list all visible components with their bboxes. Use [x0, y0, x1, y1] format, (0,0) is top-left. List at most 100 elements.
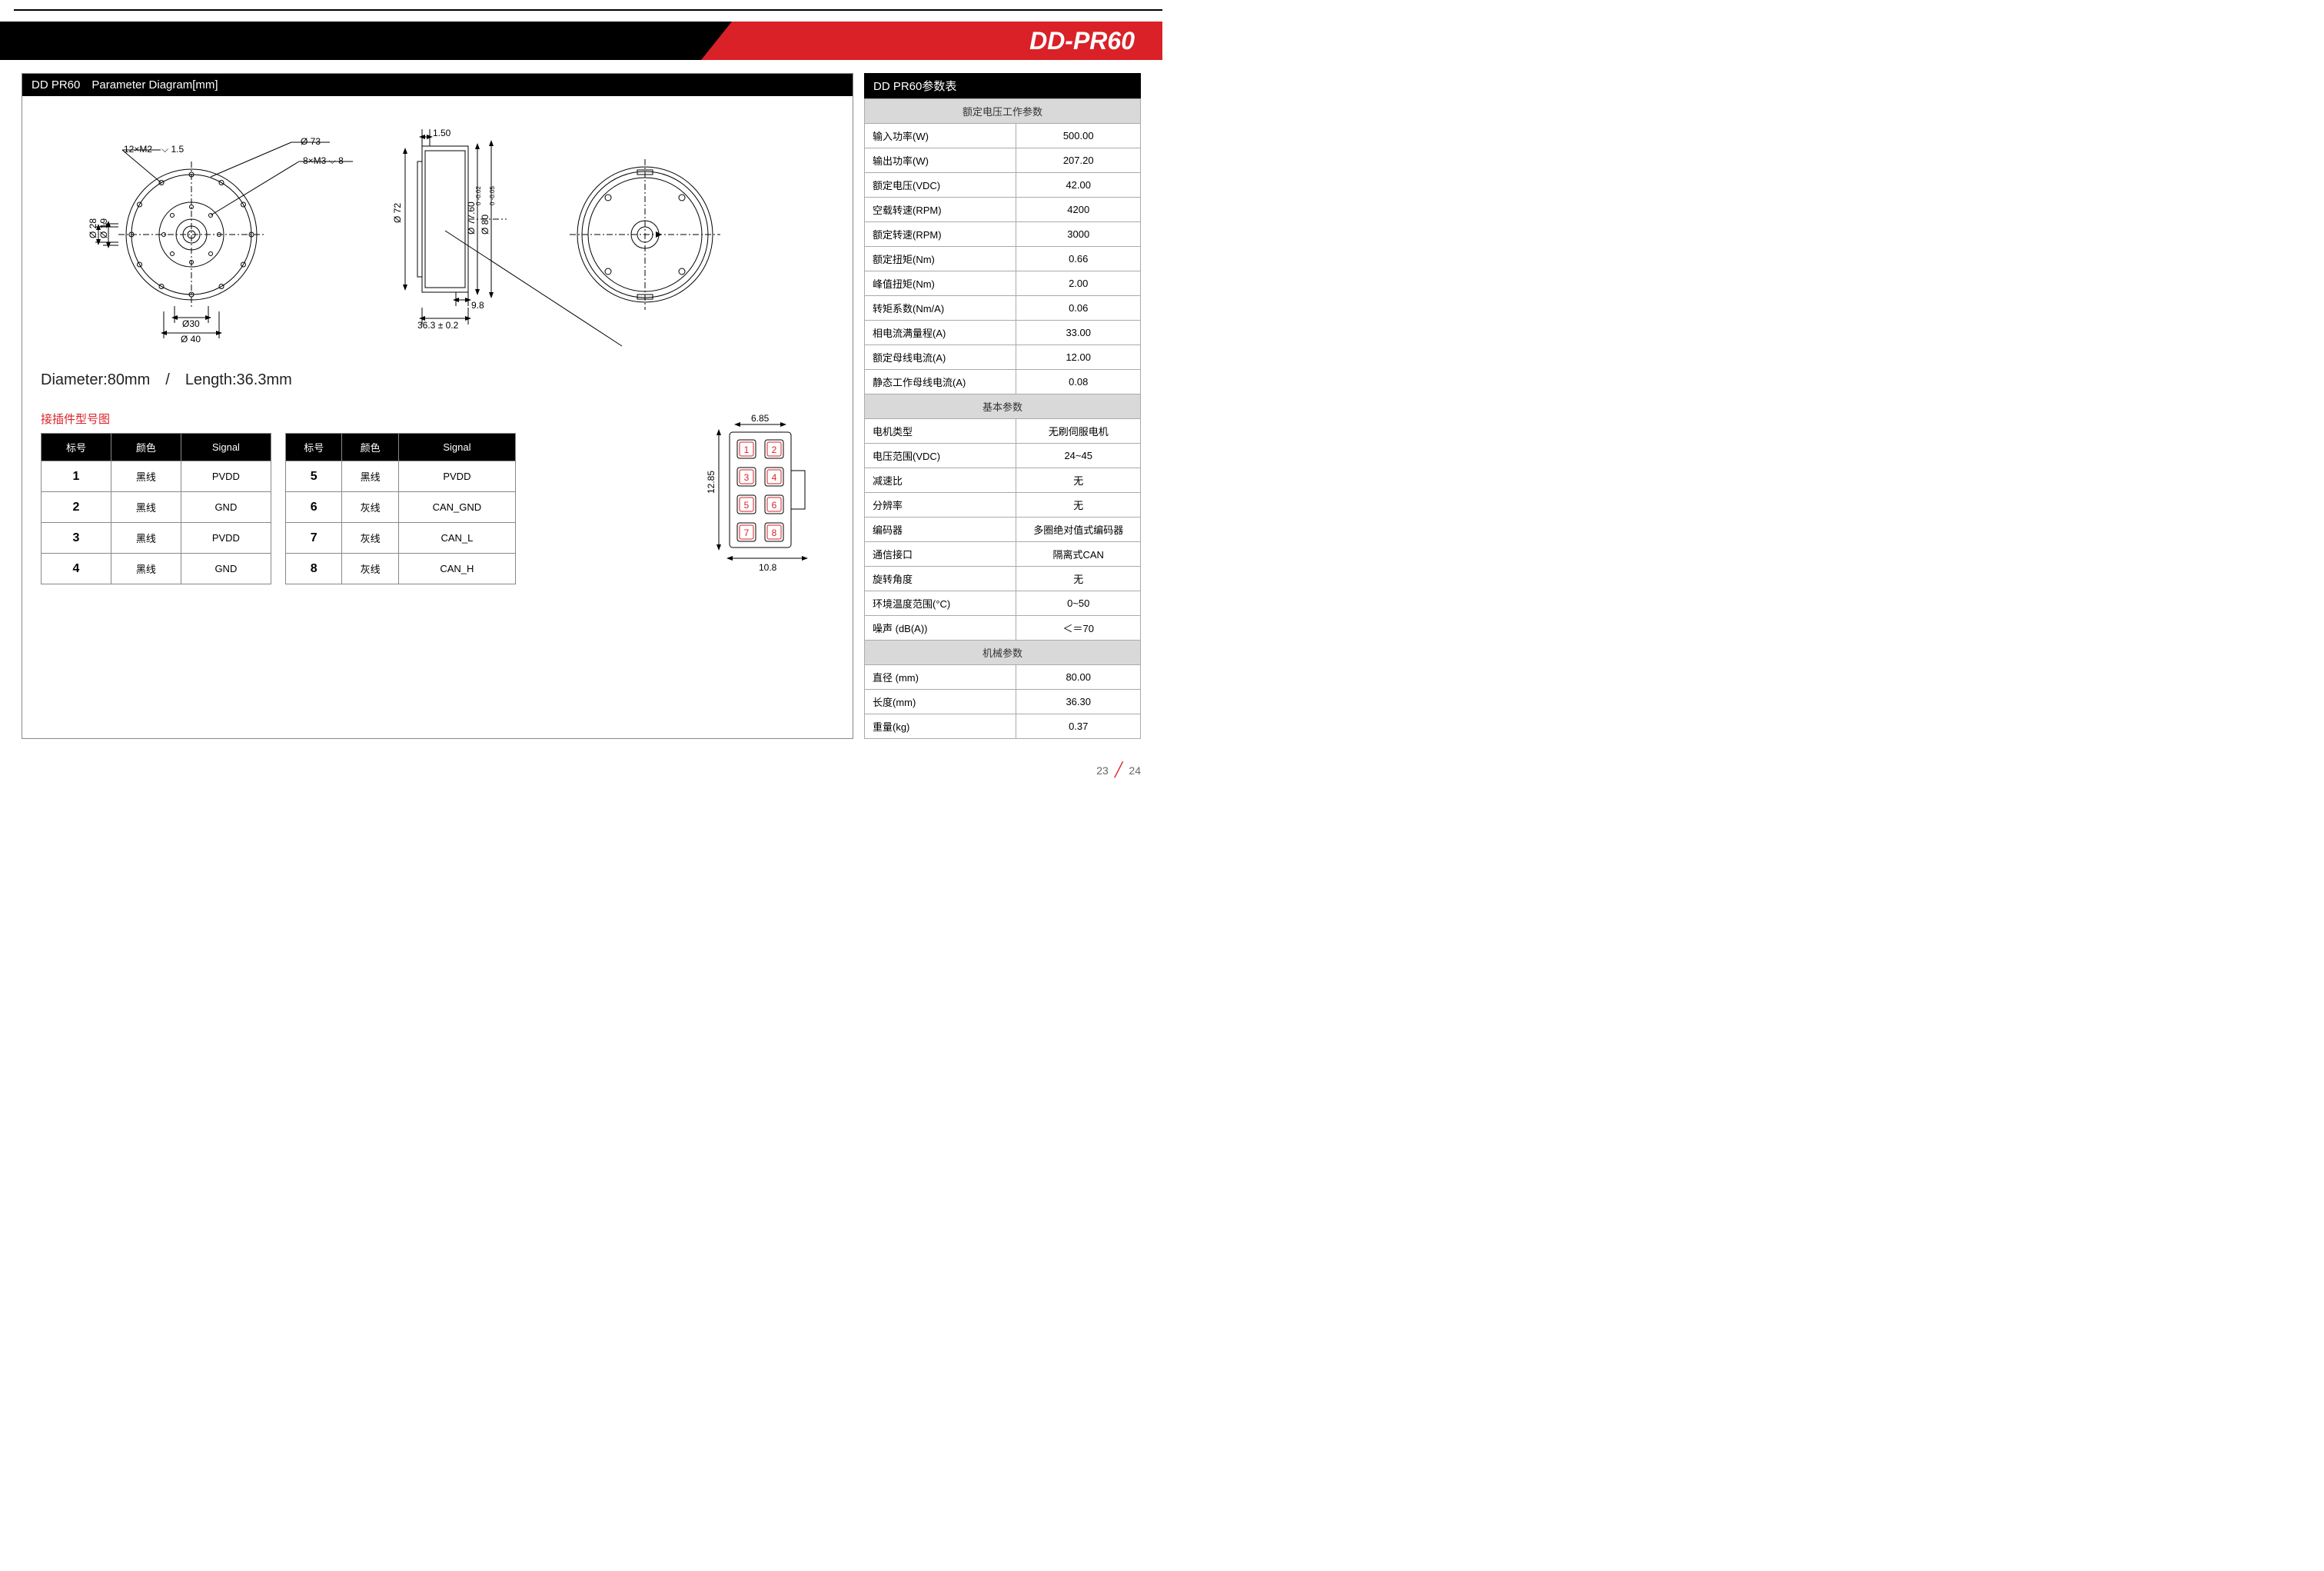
dim-d7760tol: 0 -0.02 — [475, 186, 482, 205]
param-cell: 编码器 — [865, 518, 1016, 542]
table-cell: 灰线 — [342, 523, 398, 554]
param-cell: 33.00 — [1016, 321, 1141, 345]
param-cell: 相电流满量程(A) — [865, 321, 1016, 345]
param-section-title: 额定电压工作参数 — [865, 99, 1141, 124]
dim-d40: Ø 40 — [181, 334, 201, 344]
dim-d19: Ø 19 — [98, 218, 109, 238]
param-cell: 无刷伺服电机 — [1016, 419, 1141, 444]
param-cell: 12.00 — [1016, 345, 1141, 370]
param-cell: 0.06 — [1016, 296, 1141, 321]
dim-m3: 8×M3 ⌵ 8 — [303, 155, 344, 166]
param-cell: 环境温度范围(°C) — [865, 591, 1016, 616]
param-cell: 电压范围(VDC) — [865, 444, 1016, 468]
param-row: 峰值扭矩(Nm)2.00 — [865, 271, 1141, 296]
param-row: 环境温度范围(°C)0~50 — [865, 591, 1141, 616]
page-sep: ╱ — [1115, 762, 1123, 777]
table-cell: CAN_L — [398, 523, 515, 554]
table-cell: 2 — [42, 492, 111, 523]
col-label: 标号 — [42, 434, 111, 461]
param-row: 输出功率(W)207.20 — [865, 148, 1141, 173]
table-cell: 8 — [286, 554, 342, 584]
param-cell: 输出功率(W) — [865, 148, 1016, 173]
param-row: 减速比无 — [865, 468, 1141, 493]
param-cell: 3000 — [1016, 222, 1141, 247]
table-cell: 黑线 — [111, 523, 181, 554]
table-cell: CAN_GND — [398, 492, 515, 523]
param-row: 噪声 (dB(A))＜＝70 — [865, 616, 1141, 641]
table-cell: 黑线 — [111, 492, 181, 523]
param-cell: 静态工作母线电流(A) — [865, 370, 1016, 394]
diagram-panel: DD PR60 Parameter Diagram[mm] — [22, 73, 853, 739]
svg-text:3: 3 — [744, 472, 750, 483]
param-cell: 额定母线电流(A) — [865, 345, 1016, 370]
param-cell: 隔离式CAN — [1016, 542, 1141, 567]
page-number: 23 ╱ 24 — [1096, 762, 1141, 778]
param-cell: 减速比 — [865, 468, 1016, 493]
param-cell: 分辨率 — [865, 493, 1016, 518]
connector-tables: 标号 颜色 Signal 1黑线PVDD2黑线GND3黑线PVDD4黑线GND … — [22, 433, 699, 584]
param-row: 空载转速(RPM)4200 — [865, 198, 1141, 222]
table-cell: 灰线 — [342, 492, 398, 523]
param-header: DD PR60参数表 — [864, 73, 1141, 98]
param-cell: 0.37 — [1016, 714, 1141, 739]
svg-text:5: 5 — [744, 500, 750, 511]
param-cell: 噪声 (dB(A)) — [865, 616, 1016, 641]
page-right: 24 — [1129, 764, 1141, 777]
banner-black — [0, 22, 738, 60]
table-cell: 3 — [42, 523, 111, 554]
dimension-summary: Diameter:80mm / Length:36.3mm — [22, 365, 853, 401]
col-signal: Signal — [398, 434, 515, 461]
param-row: 电机类型无刷伺服电机 — [865, 419, 1141, 444]
param-cell: 电机类型 — [865, 419, 1016, 444]
table-cell: 灰线 — [342, 554, 398, 584]
param-cell: 多圈绝对值式编码器 — [1016, 518, 1141, 542]
table-row: 5黑线PVDD — [286, 461, 516, 492]
banner-red: DD-PR60 — [732, 22, 1162, 60]
param-row: 额定扭矩(Nm)0.66 — [865, 247, 1141, 271]
param-cell: 通信接口 — [865, 542, 1016, 567]
table-cell: 1 — [42, 461, 111, 492]
param-cell: 无 — [1016, 493, 1141, 518]
param-row: 编码器多圈绝对值式编码器 — [865, 518, 1141, 542]
dim-d28: Ø 28 — [88, 218, 98, 238]
dim-d72: Ø 72 — [392, 203, 403, 223]
dim-d7760: Ø 77.60 — [466, 201, 477, 235]
param-cell: 0.66 — [1016, 247, 1141, 271]
param-cell: 无 — [1016, 567, 1141, 591]
param-section-header: 额定电压工作参数 — [865, 99, 1141, 124]
table-cell: 黑线 — [342, 461, 398, 492]
table-cell: 6 — [286, 492, 342, 523]
param-cell: 2.00 — [1016, 271, 1141, 296]
param-cell: 4200 — [1016, 198, 1141, 222]
param-cell: 80.00 — [1016, 665, 1141, 690]
param-row: 额定电压(VDC)42.00 — [865, 173, 1141, 198]
dim-d73: Ø 73 — [301, 136, 321, 147]
parameter-panel: DD PR60参数表 额定电压工作参数输入功率(W)500.00输出功率(W)2… — [864, 73, 1141, 739]
connector-title: 接插件型号图 — [22, 401, 699, 433]
param-cell: 长度(mm) — [865, 690, 1016, 714]
param-row: 额定母线电流(A)12.00 — [865, 345, 1141, 370]
table-row: 2黑线GND — [42, 492, 271, 523]
param-cell: 24~45 — [1016, 444, 1141, 468]
param-cell: 旋转角度 — [865, 567, 1016, 591]
table-cell: GND — [181, 554, 271, 584]
table-row: 8灰线CAN_H — [286, 554, 516, 584]
param-cell: 额定电压(VDC) — [865, 173, 1016, 198]
param-cell: 额定扭矩(Nm) — [865, 247, 1016, 271]
param-cell: 0.08 — [1016, 370, 1141, 394]
conn-dim-h: 12.85 — [706, 471, 716, 494]
param-row: 转矩系数(Nm/A)0.06 — [865, 296, 1141, 321]
connector-table-right: 标号 颜色 Signal 5黑线PVDD6灰线CAN_GND7灰线CAN_L8灰… — [285, 433, 516, 584]
table-cell: 黑线 — [111, 554, 181, 584]
dim-m2: 12×M2 ⌵ 1.5 — [124, 144, 184, 155]
col-label: 标号 — [286, 434, 342, 461]
param-cell: 直径 (mm) — [865, 665, 1016, 690]
svg-text:4: 4 — [772, 472, 777, 483]
dim-d80tol: 0 -0.05 — [489, 186, 496, 205]
product-title: DD-PR60 — [1029, 27, 1135, 55]
table-cell: PVDD — [181, 461, 271, 492]
param-row: 重量(kg)0.37 — [865, 714, 1141, 739]
param-row: 电压范围(VDC)24~45 — [865, 444, 1141, 468]
param-cell: 207.20 — [1016, 148, 1141, 173]
dim-d80: Ø 80 — [480, 215, 490, 235]
